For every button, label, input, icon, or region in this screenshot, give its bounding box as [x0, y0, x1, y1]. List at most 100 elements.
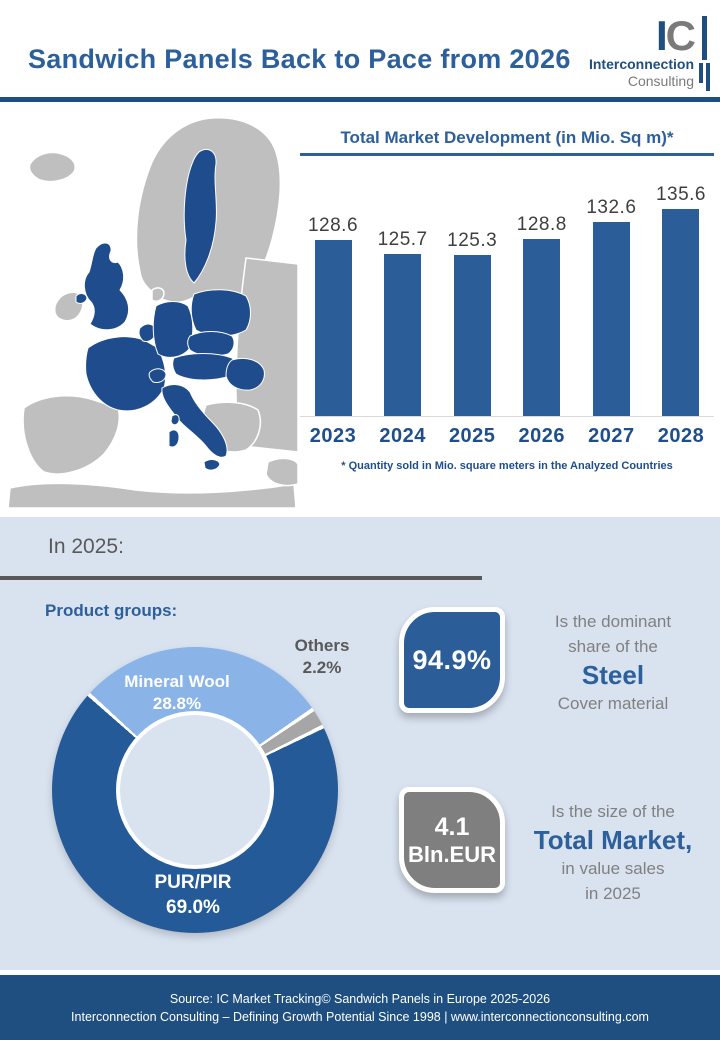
bar-year-label: 2027: [588, 425, 635, 447]
caption-highlight-total-market: Total Market,: [533, 825, 693, 855]
chart-footnote: * Quantity sold in Mio. square meters in…: [341, 460, 673, 472]
map-region-sweden: [183, 149, 217, 284]
map-region-italy: [161, 384, 228, 458]
page-title: Sandwich Panels Back to Pace from 2026: [28, 44, 571, 74]
map-region-germany: [152, 301, 194, 358]
map-region-anatolia: [265, 457, 299, 487]
logo-small-bar-icon: [699, 63, 703, 83]
footer-source-line: Source: IC Market Tracking© Sandwich Pan…: [169, 991, 551, 1006]
bar-year-label: 2024: [379, 425, 426, 447]
market-size-unit: Bln.EUR: [408, 841, 496, 867]
header-divider: [0, 97, 720, 102]
market-size-card: 4.1 Bln.EUR: [399, 787, 505, 893]
bar-column: 128.8: [511, 214, 573, 416]
slice-label-pur-pir: PUR/PIR 69.0%: [154, 871, 231, 920]
logo-text-block: IC Interconnection Consulting: [588, 15, 696, 90]
company-logo: IC Interconnection Consulting: [588, 15, 710, 91]
slice-pct: 28.8%: [152, 694, 202, 714]
map-region-iceland: [28, 151, 76, 183]
steel-share-card: 94.9%: [399, 607, 505, 713]
caption-highlight-steel: Steel: [581, 660, 645, 690]
bar-column: 125.7: [372, 229, 434, 416]
donut-hole: [116, 711, 274, 869]
section-heading: In 2025:: [48, 535, 124, 558]
europe-map-svg: [7, 117, 299, 509]
steel-share-value: 94.9%: [412, 644, 492, 675]
logo-company-suffix: Consulting: [627, 73, 694, 89]
slice-name: PUR/PIR: [154, 872, 232, 893]
slice-pct: 2.2%: [302, 658, 342, 678]
bar: [523, 239, 561, 416]
market-size-value: 4.1: [434, 812, 470, 841]
bar-chart-years: 2023 2024 2025 2026 2027 2028: [300, 416, 714, 448]
bar-year-label: 2023: [309, 425, 357, 447]
map-region-northern-ireland: [75, 293, 88, 304]
bar-value-label: 125.3: [447, 230, 498, 251]
map-region-benelux: [138, 323, 157, 342]
bar-year-label: 2028: [657, 425, 705, 447]
logo-bars-icon: [699, 16, 710, 91]
map-region-corsica: [170, 414, 180, 426]
map-region-sicily: [203, 459, 221, 471]
slice-label-mineral-wool: Mineral Wool 28.8%: [124, 671, 229, 715]
product-groups-donut-chart: Mineral Wool 28.8% PUR/PIR 69.0%: [52, 647, 338, 933]
bar-value-label: 135.6: [655, 184, 706, 205]
caption-line: in 2025: [585, 884, 641, 903]
bar-column: 125.3: [441, 230, 503, 416]
slice-name: Others: [294, 636, 350, 655]
map-highlighted-regions: [75, 149, 265, 471]
map-gray-regions: [7, 117, 299, 509]
europe-map: [6, 110, 299, 509]
bar: [662, 209, 700, 416]
caption-line: Cover material: [557, 694, 669, 713]
bar-value-label: 132.6: [586, 197, 637, 218]
map-region-czech-slovakia: [187, 331, 235, 357]
bar: [453, 255, 491, 416]
bar-column: 132.6: [580, 197, 642, 416]
map-region-north-africa: [7, 482, 297, 509]
market-development-chart: Total Market Development (in Mio. Sq m)*…: [300, 128, 714, 472]
steel-share-caption: Is the dominant share of the Steel Cover…: [518, 609, 708, 716]
map-region-denmark: [151, 287, 165, 302]
caption-line: Is the size of the: [551, 802, 675, 821]
logo-letter-i: I: [655, 12, 668, 59]
bar-year-label: 2026: [518, 425, 566, 447]
logo-company-name: Interconnection: [588, 56, 694, 72]
bar: [592, 222, 630, 416]
bar-value-label: 128.6: [307, 215, 359, 236]
caption-line: in value sales: [561, 859, 665, 878]
bar-column: 128.6: [302, 215, 364, 416]
map-region-iberia: [22, 395, 120, 475]
chart-title-underline: [300, 153, 714, 156]
chart-title: Total Market Development (in Mio. Sq m)*: [340, 128, 674, 147]
bar: [384, 254, 422, 416]
product-groups-label: Product groups:: [45, 601, 178, 620]
market-size-caption: Is the size of the Total Market, in valu…: [518, 799, 708, 906]
slice-pct: 69.0%: [166, 896, 220, 918]
logo-ic-monogram: IC: [656, 15, 696, 57]
caption-line: Is the dominant: [554, 612, 672, 631]
logo-double-bar-icon: [699, 63, 710, 91]
logo-small-bar-icon: [706, 63, 710, 91]
map-region-sardinia: [168, 429, 180, 448]
map-region-romania: [225, 357, 265, 391]
logo-tall-bar-icon: [702, 16, 707, 60]
bar-value-label: 125.7: [377, 229, 428, 250]
caption-line: share of the: [568, 637, 658, 656]
section-heading-underline: [0, 576, 482, 580]
logo-letter-c: C: [665, 12, 696, 59]
bar-year-label: 2025: [448, 425, 496, 447]
bar-column: 135.6: [650, 184, 712, 416]
footer: Source: IC Market Tracking© Sandwich Pan…: [0, 975, 720, 1040]
bar-value-label: 128.8: [516, 214, 567, 235]
map-region-switzerland: [148, 368, 167, 383]
map-region-poland: [190, 289, 251, 337]
footer-company-line: Interconnection Consulting – Defining Gr…: [71, 1009, 649, 1024]
in-2025-section: In 2025: Product groups: Mineral Wool 28…: [0, 517, 720, 970]
bar: [314, 240, 352, 416]
header: Sandwich Panels Back to Pace from 2026 I…: [0, 0, 720, 97]
map-region-uk: [83, 242, 130, 331]
slice-label-others: Others 2.2%: [295, 635, 350, 679]
bar-chart-bars: 128.6 125.7 125.3 128.8 132.6 135.6: [300, 164, 714, 416]
